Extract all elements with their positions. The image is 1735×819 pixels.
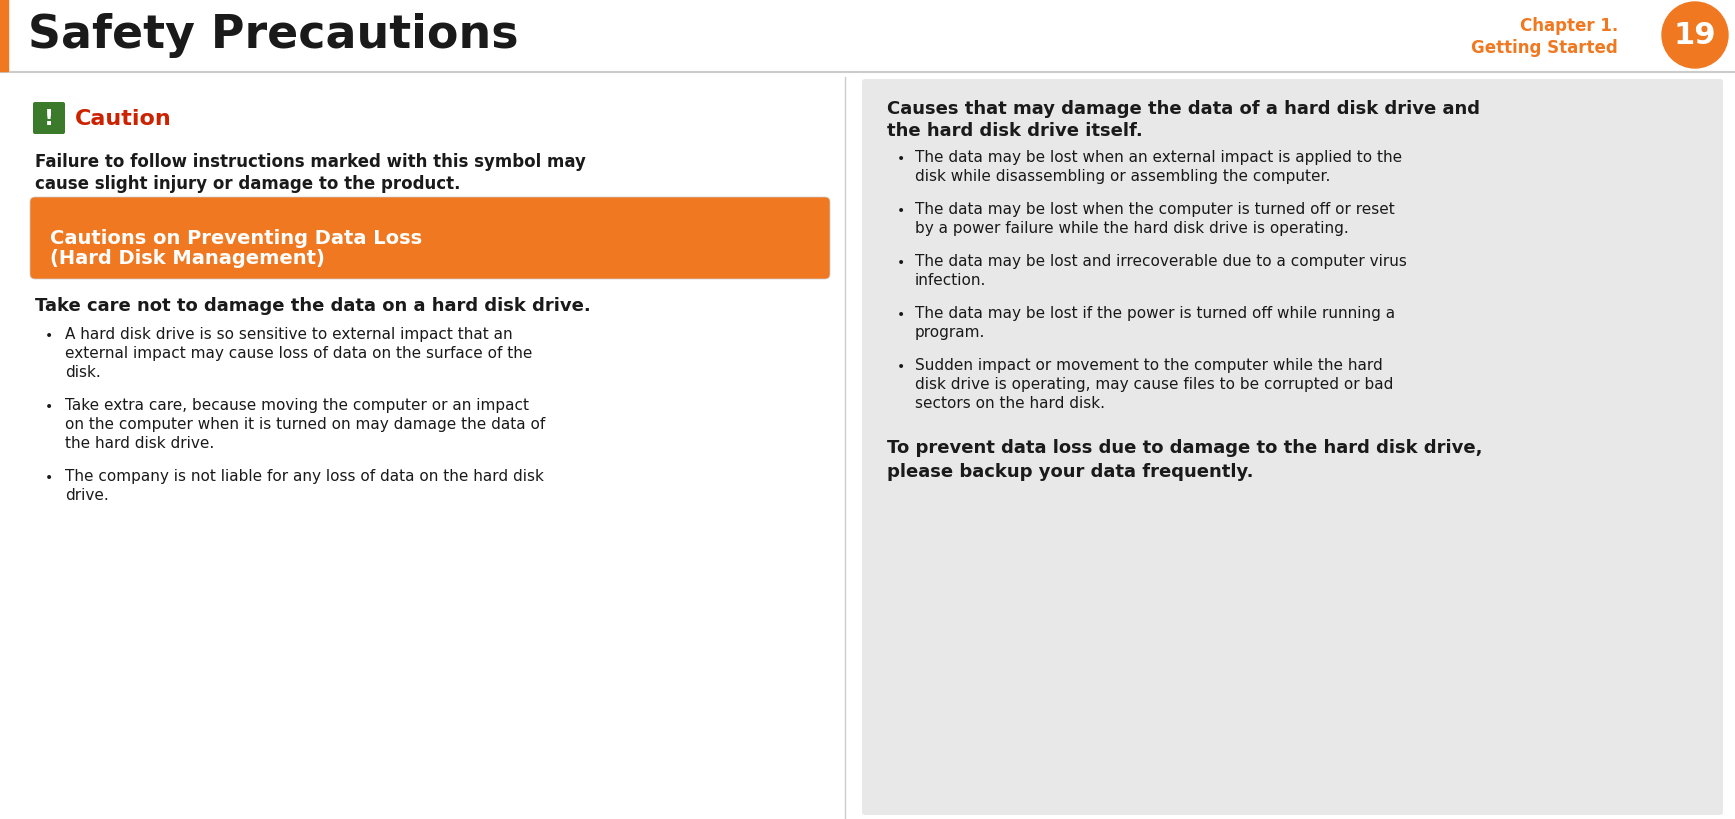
Circle shape (1662, 3, 1728, 69)
Text: The data may be lost if the power is turned off while running a: The data may be lost if the power is tur… (914, 305, 1395, 320)
Text: Caution: Caution (75, 109, 172, 129)
Text: cause slight injury or damage to the product.: cause slight injury or damage to the pro… (35, 174, 460, 192)
Text: The data may be lost when an external impact is applied to the: The data may be lost when an external im… (914, 150, 1402, 165)
Text: external impact may cause loss of data on the surface of the: external impact may cause loss of data o… (64, 346, 533, 360)
Text: on the computer when it is turned on may damage the data of: on the computer when it is turned on may… (64, 417, 545, 432)
Text: •: • (45, 400, 54, 414)
Text: The data may be lost when the computer is turned off or reset: The data may be lost when the computer i… (914, 201, 1395, 217)
Text: 19: 19 (1674, 21, 1716, 51)
Text: Chapter 1.: Chapter 1. (1520, 17, 1619, 35)
Text: by a power failure while the hard disk drive is operating.: by a power failure while the hard disk d… (914, 221, 1348, 236)
Text: sectors on the hard disk.: sectors on the hard disk. (914, 396, 1105, 410)
Text: disk drive is operating, may cause files to be corrupted or bad: disk drive is operating, may cause files… (914, 377, 1393, 391)
FancyBboxPatch shape (29, 197, 829, 279)
Text: please backup your data frequently.: please backup your data frequently. (887, 463, 1253, 481)
Text: The data may be lost and irrecoverable due to a computer virus: The data may be lost and irrecoverable d… (914, 254, 1407, 269)
Text: !: ! (43, 109, 54, 129)
Text: disk.: disk. (64, 364, 101, 379)
FancyBboxPatch shape (33, 103, 64, 135)
Text: (Hard Disk Management): (Hard Disk Management) (50, 249, 324, 268)
Text: Getting Started: Getting Started (1471, 39, 1619, 57)
Text: Cautions on Preventing Data Loss: Cautions on Preventing Data Loss (50, 229, 422, 247)
Text: •: • (45, 470, 54, 484)
Text: •: • (897, 360, 906, 373)
Text: •: • (897, 256, 906, 269)
Text: program.: program. (914, 324, 985, 340)
Text: Causes that may damage the data of a hard disk drive and: Causes that may damage the data of a har… (887, 100, 1480, 118)
Text: •: • (897, 308, 906, 322)
Bar (0, 0, 9, 72)
Text: the hard disk drive.: the hard disk drive. (64, 436, 213, 450)
Text: Failure to follow instructions marked with this symbol may: Failure to follow instructions marked wi… (35, 153, 586, 171)
Text: infection.: infection. (914, 273, 987, 287)
Text: disk while disassembling or assembling the computer.: disk while disassembling or assembling t… (914, 169, 1331, 183)
Text: Take care not to damage the data on a hard disk drive.: Take care not to damage the data on a ha… (35, 296, 590, 314)
Text: Take extra care, because moving the computer or an impact: Take extra care, because moving the comp… (64, 397, 529, 413)
Text: A hard disk drive is so sensitive to external impact that an: A hard disk drive is so sensitive to ext… (64, 327, 512, 342)
Text: Safety Precautions: Safety Precautions (28, 13, 519, 58)
Text: The company is not liable for any loss of data on the hard disk: The company is not liable for any loss o… (64, 468, 543, 483)
Text: Sudden impact or movement to the computer while the hard: Sudden impact or movement to the compute… (914, 358, 1383, 373)
Text: the hard disk drive itself.: the hard disk drive itself. (887, 122, 1143, 140)
FancyBboxPatch shape (862, 80, 1723, 815)
Text: drive.: drive. (64, 487, 109, 502)
Text: To prevent data loss due to damage to the hard disk drive,: To prevent data loss due to damage to th… (887, 438, 1482, 456)
Text: •: • (45, 328, 54, 342)
Text: •: • (897, 204, 906, 218)
Text: •: • (897, 152, 906, 165)
